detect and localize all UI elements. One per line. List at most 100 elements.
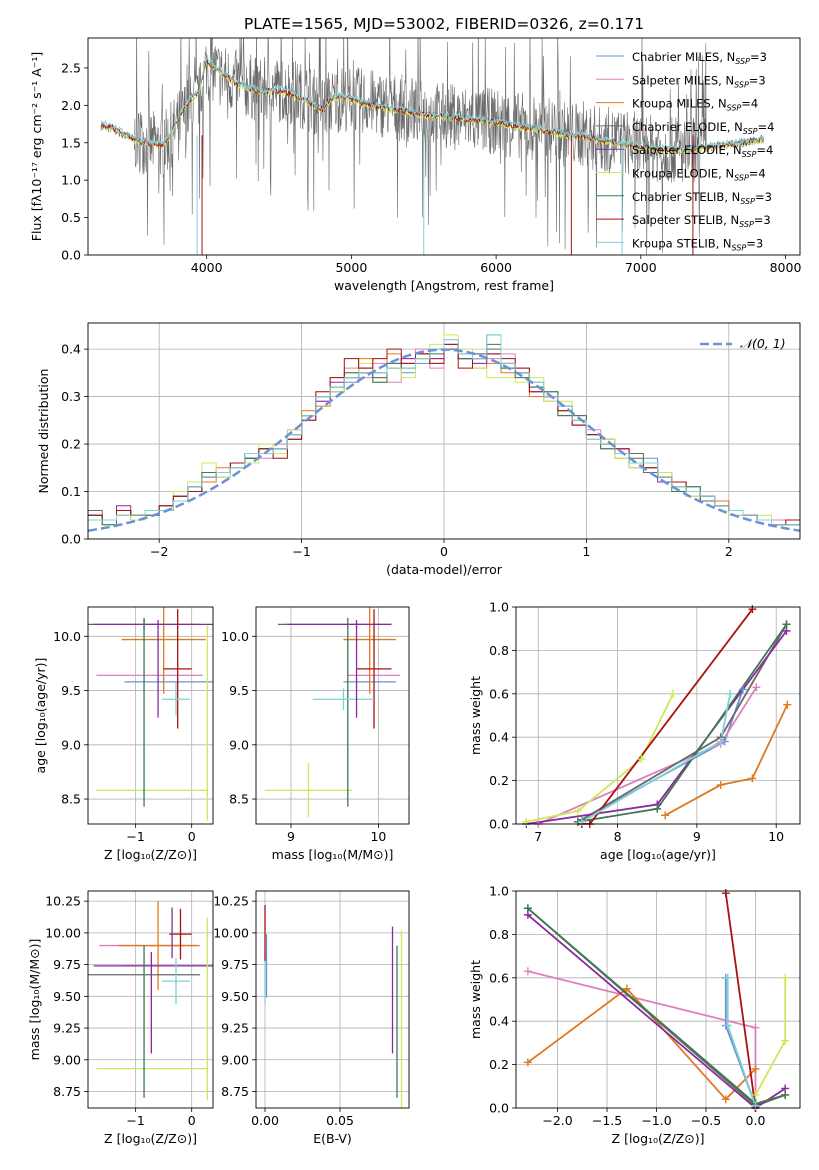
weight-point-marker <box>781 1090 790 1099</box>
y-tick-label: 0.8 <box>489 927 509 942</box>
y-tick-label: 0.4 <box>489 730 509 745</box>
x-axis-label: Z [log₁₀(Z/Z⊙)] <box>612 1131 705 1146</box>
y-tick-label: 2.0 <box>61 98 81 113</box>
weight-series-line <box>581 608 754 824</box>
histogram-step-series <box>88 343 800 526</box>
weight-point-marker <box>781 1036 790 1045</box>
x-tick-label: 10 <box>370 829 386 844</box>
panel-age_vs_Z: −1 0 8.5 9.0 9.5 10.0 Z [log₁₀(Z/Z⊙)] age [log₁… <box>33 606 214 862</box>
weight-point-marker <box>653 804 662 813</box>
y-tick-label: 8.75 <box>53 1084 81 1099</box>
plot-area <box>256 891 409 1108</box>
x-tick-label: −1 <box>126 829 144 844</box>
y-axis-label: mass [log₁₀(M/M⊙)] <box>27 939 42 1061</box>
x-axis-label: Z [log₁₀(Z/Z⊙)] <box>104 1131 197 1146</box>
y-tick-label: 0.0 <box>489 1101 509 1116</box>
weight-series-line <box>724 893 757 1108</box>
x-tick-label: 9 <box>693 829 701 844</box>
weight-point-marker <box>523 967 532 976</box>
plot-area <box>256 607 409 824</box>
y-tick-label: 0.3 <box>61 389 81 404</box>
y-tick-label: 1.0 <box>489 884 509 899</box>
y-tick-label: 9.25 <box>53 1021 81 1036</box>
y-tick-label: 10.0 <box>221 629 249 644</box>
panel-spectrum: 4000 5000 6000 7000 8000 0.0 0.5 1.0 1.5 2.0 2.5 wa… <box>29 37 801 293</box>
y-tick-label: 1.5 <box>61 135 81 150</box>
normal-curve <box>88 348 800 532</box>
y-tick-label: 9.50 <box>221 989 249 1004</box>
weight-point-marker <box>782 620 791 629</box>
x-tick-label: 0 <box>188 829 196 844</box>
weight-series-line <box>526 693 674 823</box>
weight-point-marker <box>669 689 678 698</box>
figure-title: PLATE=1565, MJD=53002, FIBERID=0326, z=0… <box>244 15 644 33</box>
weight-point-marker <box>748 605 757 614</box>
plot-area <box>100 38 764 255</box>
x-axis-label: E(B-V) <box>313 1131 352 1146</box>
y-axis-label: mass weight <box>468 960 483 1039</box>
x-tick-label: −1 <box>292 544 310 559</box>
y-tick-label: 0.8 <box>489 643 509 658</box>
weight-point-marker <box>781 973 790 982</box>
y-tick-label: 0.0 <box>61 532 81 547</box>
y-tick-label: 0.6 <box>489 970 509 985</box>
y-tick-label: 0.4 <box>61 342 81 357</box>
y-tick-label: 10.00 <box>45 925 81 940</box>
weight-point-marker <box>716 737 725 746</box>
weight-point-marker <box>783 700 792 709</box>
x-tick-label: −2 <box>150 544 168 559</box>
y-tick-label: 0.0 <box>489 817 509 832</box>
axes-frame <box>87 890 214 1109</box>
legend: Chabrier MILES, NSSP=3 Salpeter MILES, NS… <box>596 50 774 252</box>
weight-point-marker <box>751 1023 760 1032</box>
y-axis-label: Flux [fλ10⁻¹⁷ erg cm⁻² s⁻¹ A⁻¹] <box>29 52 44 241</box>
legend-entry-label: Chabrier ELODIE, NSSP=4 <box>632 120 774 136</box>
legend: 𝒩(0, 1) <box>700 336 786 351</box>
legend-entry-label: Kroupa MILES, NSSP=4 <box>632 97 758 113</box>
weight-point-marker <box>751 1101 760 1110</box>
x-tick-label: −2.0 <box>542 1113 572 1128</box>
y-tick-label: 9.0 <box>61 737 81 752</box>
y-tick-label: 10.00 <box>213 925 249 940</box>
y-tick-label: 1.0 <box>489 600 509 615</box>
weight-point-marker <box>716 780 725 789</box>
weight-point-marker <box>751 1064 760 1073</box>
axes-frame <box>515 606 801 825</box>
x-tick-label: 10 <box>768 829 784 844</box>
weight-point-marker <box>752 683 761 692</box>
axes-frame <box>87 37 801 256</box>
y-tick-label: 9.5 <box>229 683 249 698</box>
x-axis-label: mass [log₁₀(M/M⊙)] <box>272 847 394 862</box>
y-tick-label: 0.1 <box>61 484 81 499</box>
y-tick-label: 9.75 <box>53 957 81 972</box>
legend-entry-label: Kroupa STELIB, NSSP=3 <box>632 236 763 252</box>
x-tick-label: 5000 <box>335 260 367 275</box>
panel-mass_weight_vs_Z: −2.0 −1.5 −1.0 −0.5 0.0 0.0 0.2 0.4 0.6 0.8 1.0 Z [… <box>468 884 801 1146</box>
x-tick-label: 7 <box>534 829 542 844</box>
histogram-step-series <box>88 334 800 526</box>
legend-entry-label: Salpeter MILES, NSSP=3 <box>632 73 766 89</box>
x-tick-label: −1.5 <box>592 1113 622 1128</box>
y-tick-label: 0.5 <box>61 210 81 225</box>
panel-residual_histogram: −2 −1 0 1 2 0.0 0.1 0.2 0.3 0.4 (data-model)/error… <box>36 322 801 577</box>
y-axis-label: age [log₁₀(age/yr)] <box>33 658 48 774</box>
weight-point-marker <box>726 689 735 698</box>
axes-frame <box>255 890 410 1109</box>
y-tick-label: 10.25 <box>45 894 81 909</box>
x-tick-label: 8 <box>614 829 622 844</box>
y-tick-label: 9.25 <box>221 1021 249 1036</box>
weight-series-line <box>664 704 789 817</box>
plot-area <box>88 891 213 1108</box>
weight-series-line <box>527 914 786 1108</box>
x-tick-label: 0 <box>440 544 448 559</box>
weight-point-marker <box>523 904 532 913</box>
legend-entry-label: Chabrier STELIB, NSSP=3 <box>632 190 772 206</box>
y-tick-label: 0.4 <box>489 1014 509 1029</box>
x-tick-label: 1 <box>582 544 590 559</box>
y-tick-label: 10.0 <box>53 629 81 644</box>
x-tick-label: 7000 <box>625 260 657 275</box>
y-tick-label: 9.5 <box>61 683 81 698</box>
y-tick-label: 8.5 <box>61 792 81 807</box>
y-axis-label: mass weight <box>468 676 483 755</box>
